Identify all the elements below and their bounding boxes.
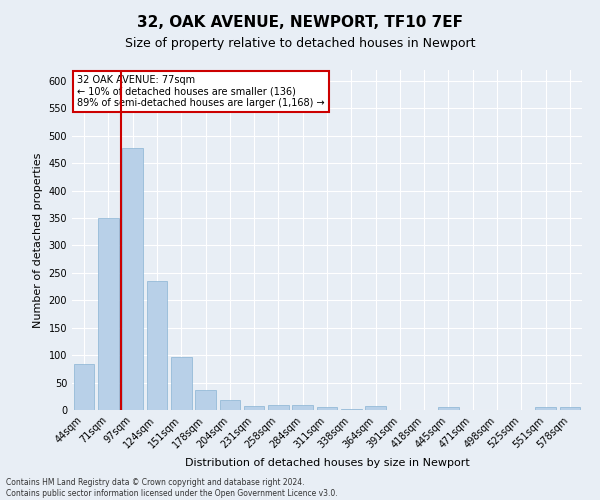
Bar: [560, 406, 580, 410]
Y-axis label: Number of detached properties: Number of detached properties: [33, 152, 43, 328]
X-axis label: Distribution of detached houses by size in Newport: Distribution of detached houses by size …: [185, 458, 469, 468]
Bar: [74, 364, 94, 410]
Bar: [122, 148, 143, 410]
Text: 32 OAK AVENUE: 77sqm
← 10% of detached houses are smaller (136)
89% of semi-deta: 32 OAK AVENUE: 77sqm ← 10% of detached h…: [77, 75, 325, 108]
Text: 32, OAK AVENUE, NEWPORT, TF10 7EF: 32, OAK AVENUE, NEWPORT, TF10 7EF: [137, 15, 463, 30]
Bar: [292, 405, 313, 410]
Text: Contains HM Land Registry data © Crown copyright and database right 2024.
Contai: Contains HM Land Registry data © Crown c…: [6, 478, 338, 498]
Bar: [195, 390, 216, 410]
Bar: [535, 406, 556, 410]
Bar: [365, 406, 386, 410]
Text: Size of property relative to detached houses in Newport: Size of property relative to detached ho…: [125, 38, 475, 51]
Bar: [98, 218, 119, 410]
Bar: [268, 405, 289, 410]
Bar: [244, 406, 265, 410]
Bar: [317, 408, 337, 410]
Bar: [438, 406, 459, 410]
Bar: [220, 400, 240, 410]
Bar: [171, 358, 191, 410]
Bar: [146, 281, 167, 410]
